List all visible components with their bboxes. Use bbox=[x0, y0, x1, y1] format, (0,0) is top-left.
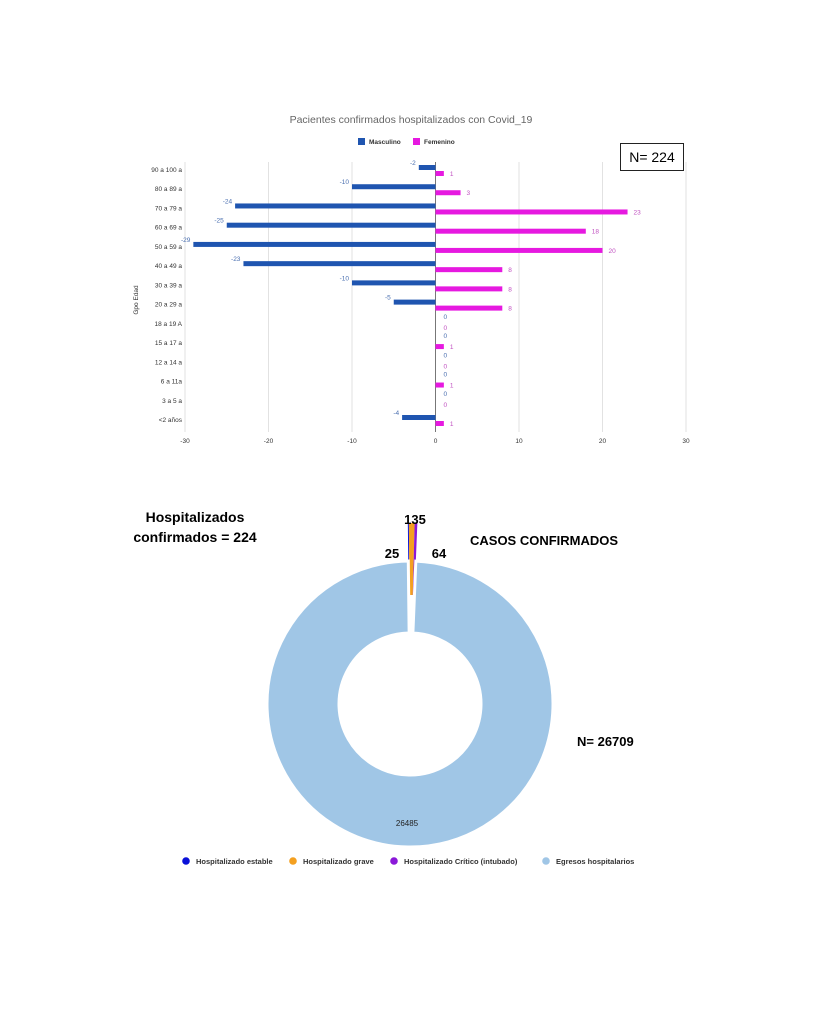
data-label-femenino: 1 bbox=[450, 344, 454, 351]
data-label-masculino: -24 bbox=[223, 198, 233, 205]
data-label-masculino: 0 bbox=[444, 391, 448, 398]
data-label-femenino: 0 bbox=[444, 402, 448, 409]
legend-label: Hospitalizado estable bbox=[196, 857, 273, 866]
legend-swatch bbox=[390, 857, 398, 865]
legend-swatch bbox=[289, 857, 297, 865]
bar-masculino bbox=[226, 222, 436, 228]
bar-femenino bbox=[435, 382, 444, 388]
y-tick-label: 18 a 19 A bbox=[155, 321, 183, 328]
data-label-masculino: -23 bbox=[231, 256, 241, 263]
y-tick-label: 40 a 49 a bbox=[155, 263, 182, 270]
pie-value-label: 26485 bbox=[396, 819, 419, 828]
bar-masculino bbox=[235, 203, 436, 209]
bar-masculino bbox=[243, 261, 436, 267]
bar-femenino bbox=[435, 209, 628, 215]
legend-swatch-masculino bbox=[358, 138, 365, 145]
data-label-masculino: -10 bbox=[340, 275, 350, 282]
bar-chart-n-annotation: N= 224 bbox=[620, 143, 684, 171]
bar-femenino bbox=[435, 421, 444, 426]
pie-chart-title: CASOS CONFIRMADOS bbox=[470, 533, 619, 548]
y-tick-label: 50 a 59 a bbox=[155, 244, 182, 251]
y-tick-label: 3 a 5 a bbox=[162, 398, 182, 405]
bar-masculino bbox=[352, 184, 436, 190]
legend-swatch bbox=[182, 857, 190, 865]
data-label-femenino: 23 bbox=[634, 209, 642, 216]
bar-femenino bbox=[435, 228, 586, 234]
data-label-masculino: 0 bbox=[444, 372, 448, 379]
legend-swatch-femenino bbox=[413, 138, 420, 145]
data-label-femenino: 1 bbox=[450, 383, 454, 390]
bar-femenino bbox=[435, 190, 461, 196]
x-tick-label: 20 bbox=[599, 438, 607, 445]
data-label-masculino: -29 bbox=[181, 237, 191, 244]
bar-chart-title: Pacientes confirmados hospitalizados con… bbox=[290, 114, 533, 126]
bar-femenino bbox=[435, 286, 503, 292]
x-tick-label: -30 bbox=[180, 438, 190, 445]
legend-label: Egresos hospitalarios bbox=[556, 857, 634, 866]
data-label-masculino: -10 bbox=[340, 179, 350, 186]
legend-label-femenino: Femenino bbox=[424, 139, 455, 146]
y-tick-label: 30 a 39 a bbox=[155, 282, 182, 289]
data-label-masculino: 0 bbox=[444, 352, 448, 359]
data-label-femenino: 3 bbox=[467, 190, 471, 197]
bar-femenino bbox=[435, 344, 444, 350]
pie-slice-hospitalizado-grave bbox=[408, 523, 415, 596]
y-tick-label: 70 a 79 a bbox=[155, 205, 182, 212]
data-label-femenino: 0 bbox=[444, 325, 448, 332]
pie-value-label: 25 bbox=[385, 546, 399, 561]
data-label-masculino: -25 bbox=[214, 218, 224, 225]
hospitalized-annotation: Hospitalizados confirmados = 224 bbox=[133, 509, 257, 545]
data-label-masculino: -4 bbox=[393, 410, 399, 417]
y-axis-label: Gpo Edad bbox=[133, 285, 140, 315]
bar-masculino bbox=[402, 415, 436, 420]
data-label-masculino: -5 bbox=[385, 295, 391, 302]
bar-masculino bbox=[193, 241, 436, 247]
bar-femenino bbox=[435, 305, 503, 311]
y-tick-label: 60 a 69 a bbox=[155, 225, 182, 232]
bar-masculino bbox=[418, 165, 436, 170]
legend-swatch bbox=[542, 857, 550, 865]
legend-label-masculino: Masculino bbox=[369, 139, 401, 146]
y-tick-label: <2 años bbox=[159, 417, 183, 424]
pie-total-annotation: N= 26709 bbox=[577, 734, 634, 749]
data-label-femenino: 8 bbox=[508, 306, 512, 313]
bar-masculino bbox=[393, 299, 436, 305]
x-tick-label: -10 bbox=[347, 438, 357, 445]
y-tick-label: 20 a 29 a bbox=[155, 302, 182, 309]
data-label-femenino: 18 bbox=[592, 229, 600, 236]
data-label-masculino: 0 bbox=[444, 333, 448, 340]
x-tick-label: 30 bbox=[682, 438, 690, 445]
data-label-femenino: 1 bbox=[450, 421, 454, 428]
x-tick-label: 10 bbox=[515, 438, 523, 445]
legend-label: Hospitalizado grave bbox=[303, 857, 374, 866]
bar-femenino bbox=[435, 247, 603, 253]
y-tick-label: 12 a 14 a bbox=[155, 359, 182, 366]
y-tick-label: 80 a 89 a bbox=[155, 186, 182, 193]
data-label-femenino: 0 bbox=[444, 363, 448, 370]
pie-value-label: 64 bbox=[432, 546, 447, 561]
legend-label: Hospitalizado Crítico (intubado) bbox=[404, 857, 518, 866]
y-tick-label: 90 a 100 a bbox=[151, 167, 182, 174]
pie-value-label: 135 bbox=[404, 512, 426, 527]
data-label-femenino: 8 bbox=[508, 286, 512, 293]
bar-femenino bbox=[435, 171, 444, 176]
y-tick-label: 6 a 11a bbox=[161, 379, 183, 386]
y-tick-label: 15 a 17 a bbox=[155, 340, 182, 347]
bar-masculino bbox=[352, 280, 436, 286]
data-label-femenino: 8 bbox=[508, 267, 512, 274]
data-label-femenino: 20 bbox=[609, 248, 617, 255]
data-label-masculino: -2 bbox=[410, 160, 416, 167]
bar-femenino bbox=[435, 267, 503, 273]
x-tick-label: -20 bbox=[264, 438, 274, 445]
x-tick-label: 0 bbox=[434, 438, 438, 445]
data-label-femenino: 1 bbox=[450, 171, 454, 178]
data-label-masculino: 0 bbox=[444, 314, 448, 321]
pie-slice-egresos-hospitalarios bbox=[265, 559, 555, 849]
